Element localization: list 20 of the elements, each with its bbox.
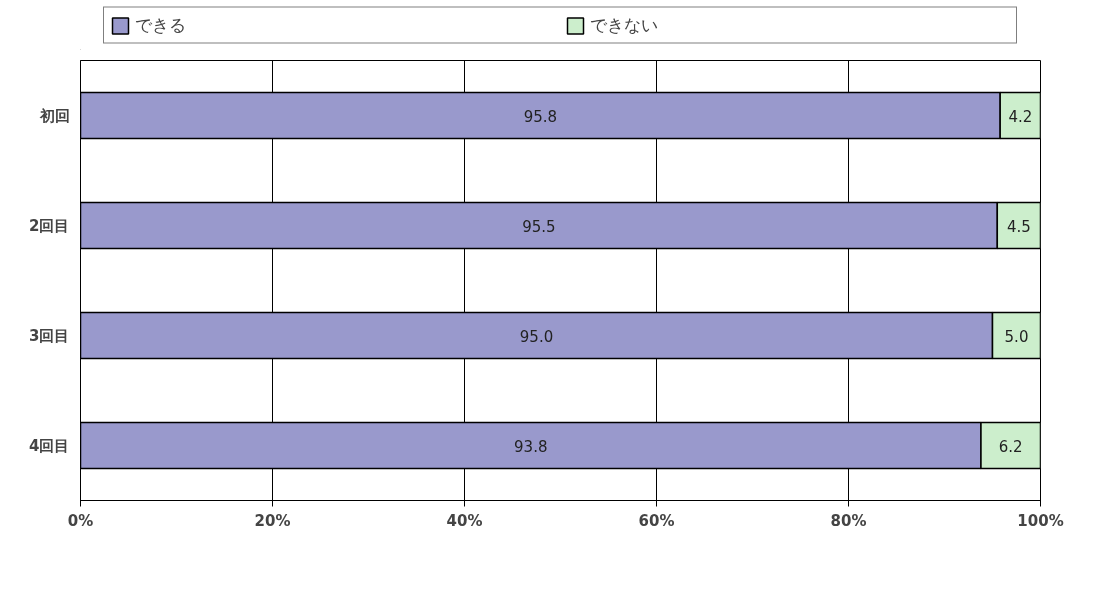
data-label: 4.2 <box>1008 107 1033 126</box>
x-tick-label: 0% <box>67 511 94 530</box>
y-tick-label: 初回 <box>38 106 70 125</box>
data-label: 93.8 <box>514 437 548 456</box>
data-label: 95.5 <box>522 217 556 236</box>
y-tick-label: 3回目 <box>29 326 70 345</box>
legend-label: できる <box>135 13 187 37</box>
data-label: 4.5 <box>1006 217 1031 236</box>
data-label: 95.0 <box>519 327 554 346</box>
x-tick-label: 100% <box>1017 511 1064 530</box>
data-label: 95.8 <box>523 107 558 126</box>
data-label: 6.2 <box>998 437 1023 456</box>
y-tick-label: 2回目 <box>29 216 70 235</box>
x-tick-label: 80% <box>830 511 867 530</box>
x-tick-label: 60% <box>638 511 675 530</box>
x-tick-label: 20% <box>254 511 291 530</box>
legend-label: できない <box>590 13 659 37</box>
x-tick-label: 40% <box>446 511 483 530</box>
data-label: 5.0 <box>1004 327 1029 346</box>
y-tick-label: 4回目 <box>29 436 70 455</box>
